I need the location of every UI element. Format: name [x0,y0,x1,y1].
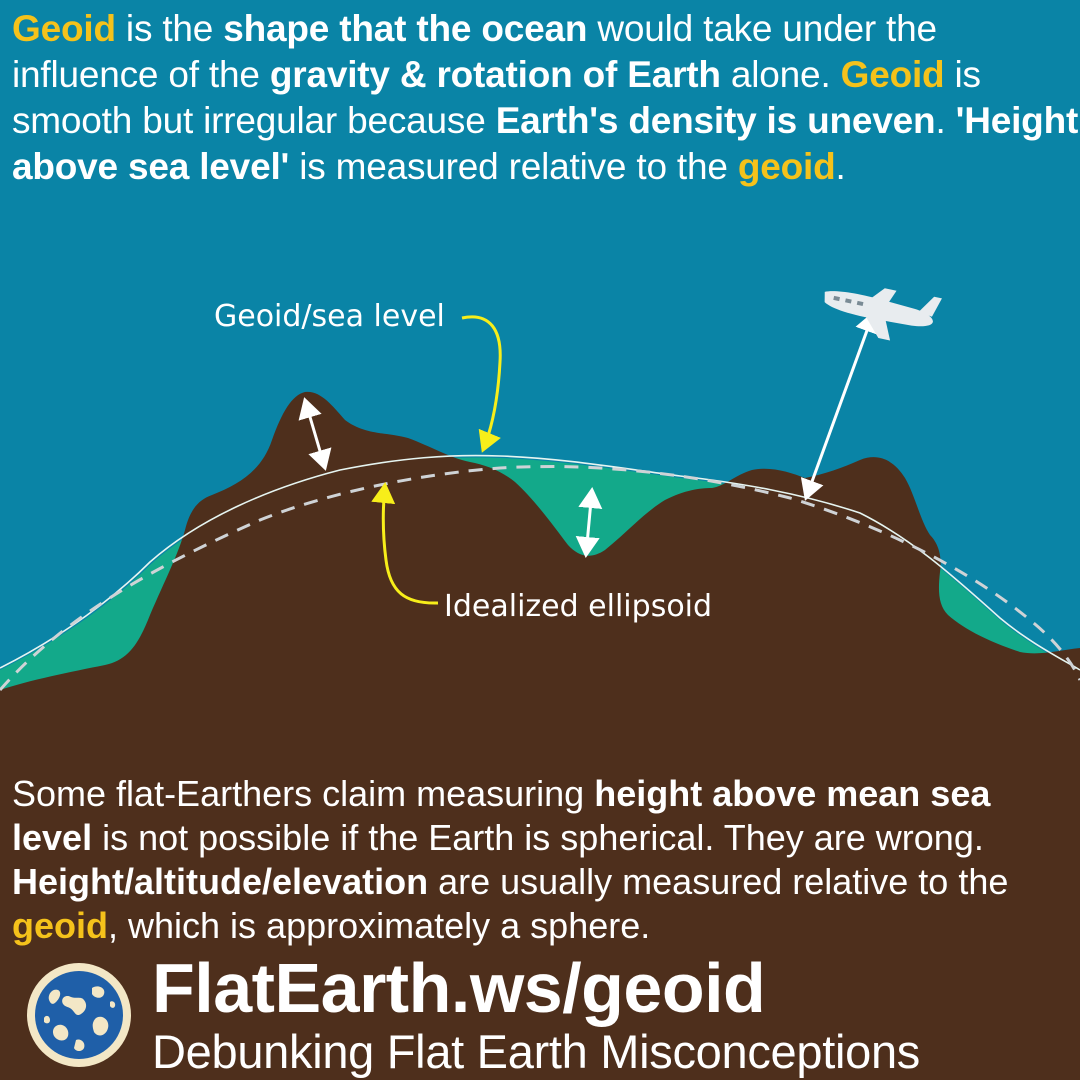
intro-text: is smooth but irregular because [12,54,981,141]
intro-text: would take under the influence of the [12,8,937,95]
idealized-ellipsoid-label: Idealized ellipsoid [444,589,712,624]
site-url-link[interactable]: FlatEarth.ws/geoid [152,949,766,1027]
geoid-sea-level-label: Geoid/sea level [214,299,445,334]
tagline: Debunking Flat Earth Misconceptions [152,1025,921,1078]
airplane-icon [824,288,942,341]
claim-bold-msl: height above mean sea level [12,773,991,858]
intro-geoid-term: Geoid [840,54,945,95]
claim-text: , which is approximately a sphere. [108,905,651,946]
height-arrow-valley [575,487,603,558]
intro-text: is the [115,8,224,49]
intro-bold-density: Earth's density is uneven [495,100,936,141]
ellipsoid-line [0,465,1080,691]
land [0,391,1080,1080]
intro-text: . [935,100,956,141]
intro-bold-ocean: shape that the ocean [223,8,588,49]
intro-text: is measured relative to the [289,146,738,187]
ellipsoid-callout-arrow [371,482,439,605]
intro-text: . [835,146,846,187]
claim-text: Some flat-Earthers claim measuring [12,773,595,814]
claim-text: are usually measured relative to the [428,861,1009,902]
intro-bold-gravity: gravity & rotation of Earth [269,54,721,95]
claim-text: is not possible if the Earth is spherica… [92,817,984,858]
intro-paragraph: Geoid is the shape that the ocean would … [12,6,1080,190]
intro-text: alone. [720,54,841,95]
geoid-line [0,454,1080,671]
claim-bold-height: Height/altitude/elevation [12,861,429,902]
claim-paragraph: Some flat-Earthers claim measuring heigh… [12,772,1072,948]
intro-geoid-term: geoid [737,146,836,187]
height-arrow-peak [298,397,332,471]
intro-geoid-term: Geoid [12,8,116,49]
intro-bold-height: 'Height above sea level' [12,100,1079,187]
claim-geoid-term: geoid [12,905,108,946]
flat-earth-logo-icon [27,963,131,1067]
height-arrow-airplane [800,311,879,501]
geoid-callout-arrow [461,315,502,453]
